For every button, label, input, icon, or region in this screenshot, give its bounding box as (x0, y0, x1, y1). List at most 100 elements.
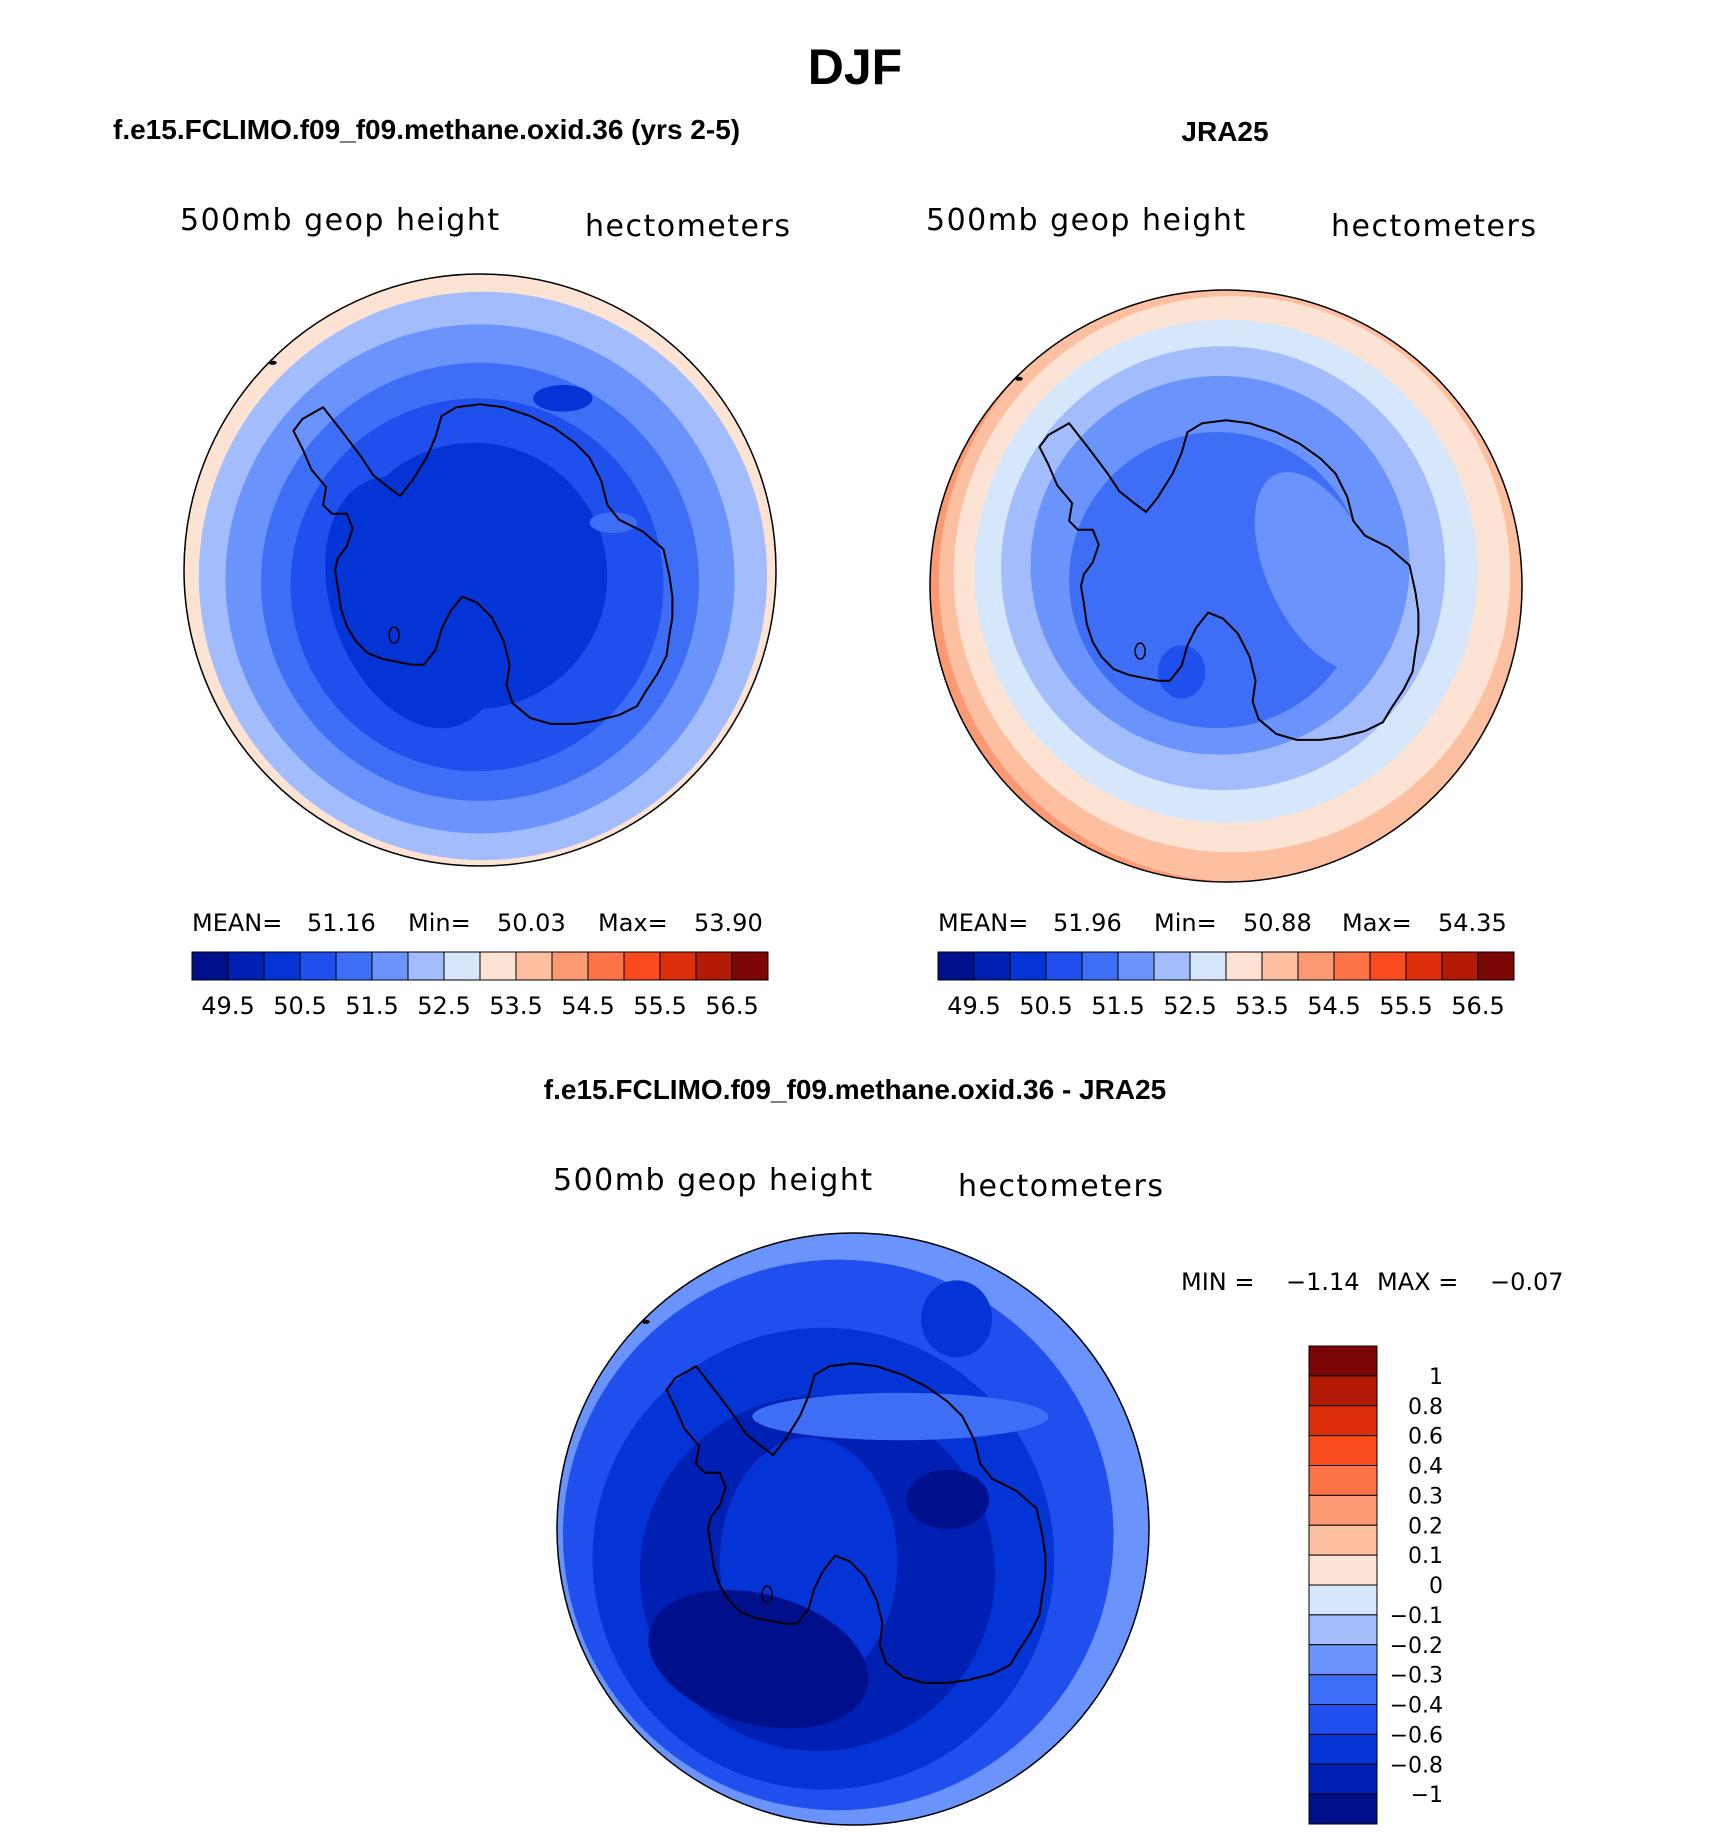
colorbar-swatch (1308, 1763, 1378, 1795)
colorbar-swatch (1189, 951, 1227, 981)
island-outline (761, 1585, 773, 1603)
colorbar-swatch (1297, 951, 1335, 981)
colorbar-swatch (1308, 1405, 1378, 1437)
colorbar-tick-label: 0.3 (1408, 1484, 1443, 1509)
colorbar-tick-label: −0.3 (1390, 1664, 1443, 1689)
colorbar-swatch (1261, 951, 1299, 981)
panel2-max-value: 54.35 (1438, 909, 1507, 937)
colorbar-swatch (407, 951, 445, 981)
colorbar-swatch (1405, 951, 1443, 981)
panel2-min-label: Min= (1154, 909, 1217, 937)
contour-blob (325, 476, 505, 729)
colorbar-tick-label: −0.4 (1390, 1694, 1443, 1719)
colorbar-swatch (1081, 951, 1119, 981)
colorbar-tick-label: 50.5 (1019, 992, 1072, 1020)
colorbar-swatch (227, 951, 265, 981)
diff-min-value: −1.14 (1286, 1268, 1360, 1296)
panel1-max-label: Max= (598, 909, 668, 937)
colorbar-swatch (191, 951, 229, 981)
diff-max-value: −0.07 (1490, 1268, 1564, 1296)
panel1-mean-label: MEAN= (192, 909, 282, 937)
panel2-mean-label: MEAN= (938, 909, 1028, 937)
colorbar-swatch (335, 951, 373, 981)
colorbar-swatch (263, 951, 301, 981)
colorbar-swatch (1009, 951, 1047, 981)
contour-blob (1157, 645, 1206, 699)
colorbar-tick-label: 49.5 (201, 992, 254, 1020)
island-outline (1134, 642, 1146, 660)
colorbar-swatch (1225, 951, 1263, 981)
panel2-colorbar: 49.5 50.5 51.5 52.5 53.5 54.5 55.5 56.5 (937, 951, 1515, 1020)
panel2-stats: MEAN= 51.96 Min= 50.88 Max= 54.35 (938, 909, 1507, 937)
colorbar-swatch (1308, 1524, 1378, 1556)
colorbar-tick-label: 0.4 (1408, 1455, 1443, 1480)
colorbar-swatch (371, 951, 409, 981)
colorbar-swatch (1308, 1345, 1378, 1377)
colorbar-swatch (479, 951, 517, 981)
colorbar-swatch (1441, 951, 1479, 981)
colorbar-tick-label: 56.5 (1451, 992, 1504, 1020)
map-border (556, 1232, 1150, 1826)
colorbar-swatch (623, 951, 661, 981)
contour-blob (906, 1469, 990, 1529)
colorbar-swatch (659, 951, 697, 981)
colorbar-tick-label: 53.5 (1235, 992, 1288, 1020)
colorbar-swatch (1308, 1465, 1378, 1496)
panel1-mean-value: 51.16 (307, 909, 376, 937)
panel1-stats: MEAN= 51.16 Min= 50.03 Max= 53.90 (192, 909, 763, 937)
panel2-max-label: Max= (1342, 909, 1412, 937)
colorbar-tick-label: 52.5 (1163, 992, 1216, 1020)
contour-blob (648, 1589, 869, 1729)
diff-max-label: MAX = (1377, 1268, 1458, 1296)
colorbar-tick-label: 53.5 (489, 992, 542, 1020)
colorbar-swatch (1477, 951, 1515, 981)
colorbar-tick-label: 50.5 (273, 992, 326, 1020)
diff-map (556, 1232, 1150, 1826)
diff-units-label: hectometers (958, 1169, 1164, 1204)
map-border (929, 289, 1523, 883)
contour-blob (589, 512, 637, 533)
colorbar-swatch (1308, 1554, 1378, 1586)
colorbar-swatch (1153, 951, 1191, 981)
colorbar-swatch (1308, 1674, 1378, 1705)
colorbar-tick-label: 54.5 (1307, 992, 1360, 1020)
map-border (183, 273, 777, 867)
colorbar-tick-label: 49.5 (947, 992, 1000, 1020)
colorbar-swatch (1333, 951, 1371, 981)
contour-blob (921, 1280, 993, 1358)
contour-blob (533, 385, 593, 412)
panel1-title: f.e15.FCLIMO.f09_f09.methane.oxid.36 (yr… (113, 114, 740, 145)
panel2-mean-value: 51.96 (1053, 909, 1122, 937)
diff-stats: MIN = −1.14 MAX = −0.07 (1181, 1268, 1564, 1296)
colorbar-tick-label: −0.2 (1390, 1634, 1443, 1659)
colorbar-tick-label: 55.5 (633, 992, 686, 1020)
panel1-colorbar: 49.5 50.5 51.5 52.5 53.5 54.5 55.5 56.5 (191, 951, 769, 1020)
colorbar-tick-label: 0 (1429, 1574, 1443, 1599)
colorbar-swatch (731, 951, 769, 981)
contour-blob (752, 1392, 1049, 1441)
diff-variable-label: 500mb geop height (553, 1163, 874, 1198)
colorbar-tick-label: 0.2 (1408, 1514, 1443, 1539)
panel2-title: JRA25 (1181, 116, 1268, 147)
colorbar-tick-label: −0.8 (1390, 1753, 1443, 1778)
antarctica-coastline (665, 1362, 1047, 1684)
colorbar-tick-label: 0.8 (1408, 1395, 1443, 1420)
colorbar-swatch (1308, 1644, 1378, 1676)
figure-title: DJF (808, 39, 902, 95)
panel1-min-value: 50.03 (497, 909, 566, 937)
colorbar-tick-label: 1 (1429, 1365, 1443, 1390)
island-outline (388, 626, 400, 644)
colorbar-swatch (937, 951, 975, 981)
panel1-units-label: hectometers (585, 209, 791, 244)
island-outline (1014, 376, 1023, 381)
panel2-min-value: 50.88 (1243, 909, 1312, 937)
colorbar-tick-label: 0.1 (1408, 1544, 1443, 1569)
island-outline (641, 1319, 650, 1324)
colorbar-swatch (299, 951, 337, 981)
colorbar-swatch (1308, 1733, 1378, 1765)
colorbar-swatch (1308, 1375, 1378, 1407)
colorbar-tick-label: −0.1 (1390, 1604, 1443, 1629)
panel2-variable-label: 500mb geop height (926, 203, 1247, 238)
colorbar-tick-label: 55.5 (1379, 992, 1432, 1020)
